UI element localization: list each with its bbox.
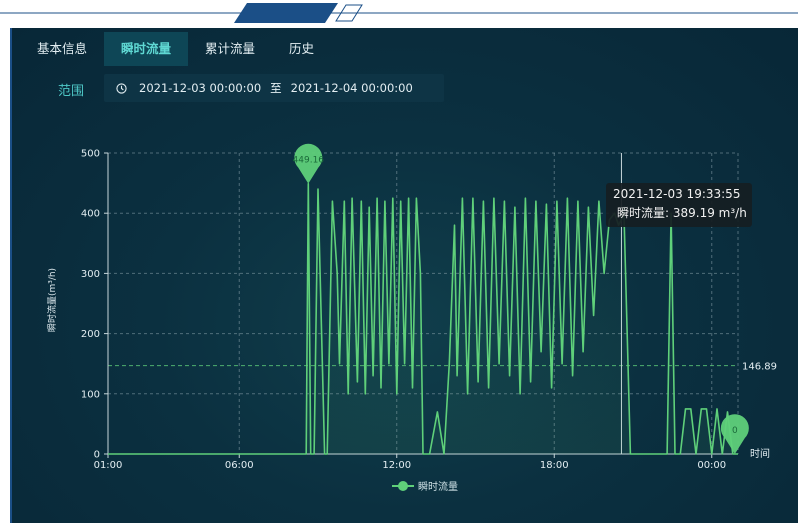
date-range-picker[interactable]: 2021-12-03 00:00:00 至 2021-12-04 00:00:0…: [104, 74, 444, 102]
series-line: [108, 182, 738, 455]
y-tick-label: 200: [81, 329, 100, 340]
y-tick-label: 100: [81, 389, 100, 400]
series-area: [108, 183, 738, 454]
tab-instant-flow[interactable]: 瞬时流量: [104, 32, 189, 66]
tab-cumulative-flow[interactable]: 累计流量: [205, 41, 256, 56]
tooltip-time: 2021-12-03 19:33:55: [613, 187, 741, 201]
series-flow: [108, 182, 738, 455]
x-tick-label: 01:00: [94, 460, 123, 471]
grid: [108, 152, 739, 454]
tooltip-series-label: 瞬时流量:: [617, 206, 670, 220]
chart-tooltip: 2021-12-03 19:33:55 瞬时流量: 389.19 m³/h: [606, 183, 752, 227]
chart-legend[interactable]: 瞬时流量: [392, 478, 458, 493]
header-tab-outline: [335, 4, 363, 22]
legend-label: 瞬时流量: [418, 482, 458, 493]
top-decoration: [0, 0, 798, 28]
min-pin: 0: [720, 414, 749, 454]
range-end[interactable]: 2021-12-04 00:00:00: [290, 81, 413, 95]
header-ornament: [0, 3, 798, 23]
average-mark-label: 146.89: [742, 362, 777, 373]
x-axis-label: 时间: [750, 447, 770, 460]
range-label: 范围: [58, 84, 85, 99]
x-tick-label: 12:00: [382, 460, 411, 471]
clock-icon: [116, 82, 127, 94]
tab-bar: 基本信息 瞬时流量 累计流量 历史: [20, 32, 331, 66]
max-pin-label: 449.16: [293, 156, 325, 166]
x-tick-label: 00:00: [697, 460, 726, 471]
max-pin: 449.16: [293, 143, 325, 184]
header-tab-shape: [234, 3, 338, 23]
min-pin-label: 0: [732, 426, 738, 436]
y-tick-label: 300: [81, 269, 100, 280]
range-separator: 至: [270, 81, 282, 95]
markers: 449.16 0: [293, 143, 749, 454]
x-tick-label: 06:00: [225, 460, 254, 471]
min-pin-shape: [720, 414, 749, 454]
x-tick-label: 18:00: [540, 460, 569, 471]
tab-basic-info[interactable]: 基本信息: [37, 41, 88, 56]
y-axis-label: 瞬时流量(m³/h): [46, 268, 58, 332]
range-start[interactable]: 2021-12-03 00:00:00: [139, 81, 262, 95]
tab-history[interactable]: 历史: [289, 41, 315, 56]
max-pin-shape: [294, 143, 323, 184]
y-tick-label: 400: [81, 209, 100, 220]
y-tick-label: 500: [81, 149, 100, 160]
tooltip-value-row: 瞬时流量: 389.19 m³/h: [613, 204, 747, 221]
legend-swatch-icon: [392, 480, 414, 491]
y-tick-label: 0: [94, 450, 100, 461]
tooltip-value: 389.19 m³/h: [672, 205, 747, 220]
